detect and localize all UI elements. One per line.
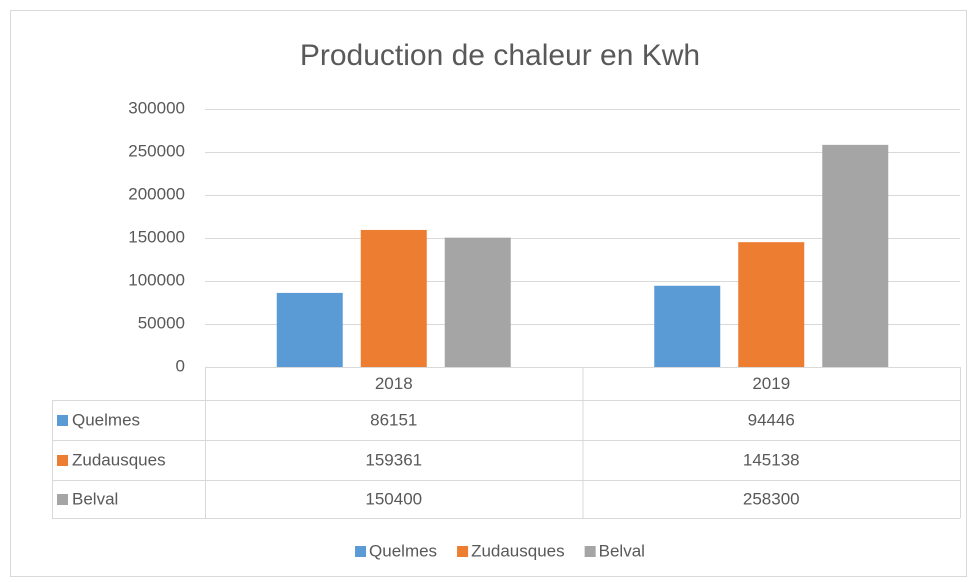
bar	[360, 229, 427, 367]
legend-key	[355, 546, 367, 557]
y-tick-label: 0	[176, 356, 185, 375]
legend-key	[57, 494, 68, 505]
y-tick-label: 200000	[128, 184, 185, 203]
legend-label: Quelmes	[369, 541, 437, 560]
table-value: 150400	[365, 489, 422, 508]
table-value: 86151	[370, 410, 417, 429]
legend-key	[57, 415, 68, 426]
table-value: 145138	[743, 450, 800, 469]
y-tick-label: 100000	[128, 270, 185, 289]
bar	[444, 237, 511, 367]
x-tick-label: 2019	[752, 374, 790, 393]
bar	[822, 144, 889, 367]
table-row-label: Belval	[72, 489, 118, 508]
table-value: 94446	[748, 410, 795, 429]
table-row-label: Quelmes	[72, 410, 140, 429]
bar	[276, 292, 343, 367]
legend-key	[457, 546, 469, 557]
legend-key	[57, 455, 68, 466]
y-tick-label: 50000	[138, 313, 185, 332]
bar	[654, 285, 721, 367]
legend-key	[584, 546, 596, 557]
x-tick-label: 2018	[375, 374, 413, 393]
legend-label: Belval	[599, 541, 645, 560]
table-value: 258300	[743, 489, 800, 508]
table-value: 159361	[365, 450, 422, 469]
chart-title: Production de chaleur en Kwh	[300, 39, 700, 72]
table-row-label: Zudausques	[72, 450, 166, 469]
bar	[738, 242, 805, 367]
legend-label: Zudausques	[471, 541, 565, 560]
y-tick-label: 300000	[128, 98, 185, 117]
y-tick-label: 250000	[128, 141, 185, 160]
y-tick-label: 150000	[128, 227, 185, 246]
